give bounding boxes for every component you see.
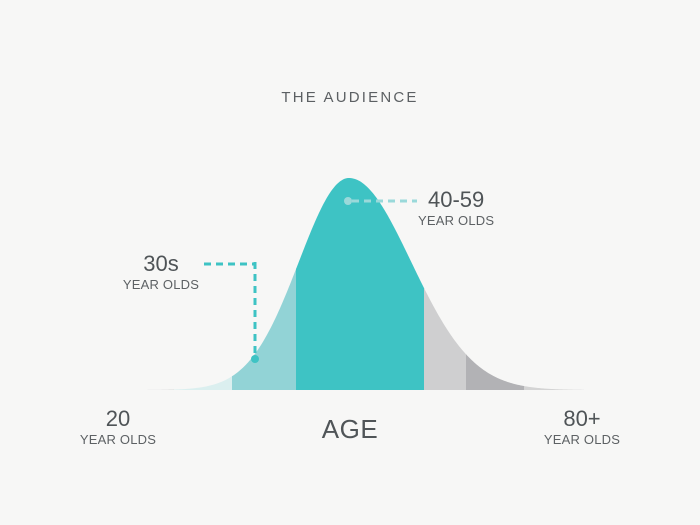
annotation-thirties: 30s YEAR OLDS: [120, 251, 202, 293]
annotation-thirties-value: 30s: [143, 251, 179, 276]
x-max-value: 80+: [563, 406, 601, 431]
thirties-leader-dot: [251, 355, 259, 363]
x-max-label: 80+ YEAR OLDS: [541, 406, 623, 448]
annotation-peak: 40-59 YEAR OLDS: [418, 187, 495, 229]
chart-title: THE AUDIENCE: [281, 89, 419, 106]
x-min-value: 20: [105, 406, 131, 431]
x-max-unit: YEAR OLDS: [543, 432, 621, 447]
x-min-label: 20 YEAR OLDS: [78, 406, 158, 448]
segment-40-59: [296, 178, 425, 390]
annotation-thirties-unit: YEAR OLDS: [122, 277, 200, 292]
peak-leader-dot: [344, 197, 352, 205]
segment-80-plus: [524, 178, 584, 390]
x-min-unit: YEAR OLDS: [79, 432, 157, 447]
annotation-peak-unit: YEAR OLDS: [418, 213, 495, 228]
segment-30s: [232, 178, 297, 390]
annotation-peak-value: 40-59: [427, 187, 485, 212]
x-axis-label: AGE: [321, 414, 379, 444]
